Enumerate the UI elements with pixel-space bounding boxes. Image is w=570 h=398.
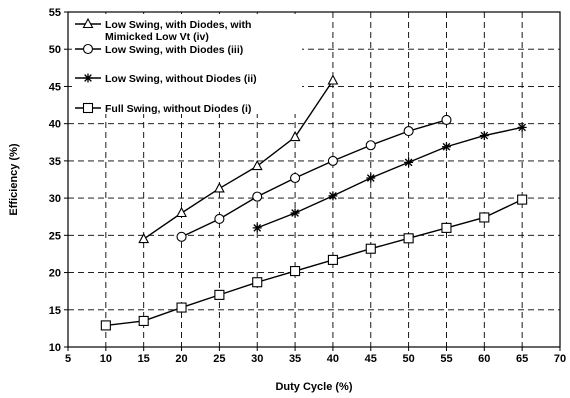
legend-marker [82,17,94,29]
series-4 [100,194,528,331]
data-point [214,289,225,300]
series-3 [252,122,527,233]
x-axis-title: Duty Cycle (%) [275,381,352,393]
data-point [100,320,111,331]
x-tick-label: 50 [402,353,414,365]
x-tick-label: 15 [138,353,150,365]
data-point [289,130,301,142]
data-point [290,208,300,218]
data-point [327,74,339,85]
data-point [517,122,527,132]
y-tick-label: 50 [49,44,61,56]
data-point [479,212,490,223]
data-point [327,155,338,166]
legend-label: Low Swing, without Diodes (ii) [105,73,257,85]
series-line [181,119,447,238]
x-tick-label: 25 [213,353,225,365]
series-line [143,80,334,240]
data-point [252,223,262,233]
data-point [441,142,451,152]
data-point [176,206,187,218]
y-tick-label: 40 [49,119,61,131]
series-line [256,126,523,229]
legend-marker [82,43,94,55]
legend-label: Low Swing, with Diodes (iii) [105,44,243,56]
data-point [479,131,489,141]
data-point [441,114,452,125]
data-point [365,140,376,151]
data-point [138,232,150,244]
y-tick-label: 55 [49,7,61,19]
data-point [290,266,301,277]
x-tick-label: 65 [516,353,528,365]
x-tick-label: 70 [554,353,566,365]
data-point [138,315,149,326]
data-point [328,191,338,201]
series-layer [100,74,528,331]
legend-background [72,14,302,114]
legend-label: Full Swing, without Diodes (i) [105,103,251,115]
y-tick-label: 25 [49,230,61,242]
data-point [176,231,187,242]
y-tick-label: 15 [49,305,61,317]
x-tick-label: 35 [289,353,301,365]
data-point [252,277,263,288]
x-tick-label: 5 [65,353,71,365]
x-tick-label: 45 [365,353,377,365]
x-tick-label: 60 [478,353,490,365]
tick-layer: 5 10 15 20 25 30 35 40 45 50 55 60 65 70 10 15 20 25 30 35 4… [49,7,566,365]
data-point [404,157,414,167]
series-line [105,198,523,327]
y-tick-label: 20 [49,268,61,280]
x-tick-label: 40 [327,353,339,365]
legend-entry: Low Swing, with Diodes (iii) [75,43,243,56]
series-2 [176,114,452,242]
data-point [252,191,263,202]
y-tick-label: 45 [49,81,61,93]
data-point [327,254,338,265]
legend-label: Low Swing, with Diodes, with [105,19,251,31]
plot-frame [67,11,561,348]
x-tick-label: 55 [440,353,452,365]
y-tick-label: 30 [49,193,61,205]
data-point [403,233,414,244]
legend-entry: Low Swing, without Diodes (ii) [75,73,257,85]
series-1 [138,74,339,244]
data-point [365,243,376,254]
data-point [403,126,414,137]
data-point [214,213,225,225]
data-point [213,182,225,193]
x-tick-label: 20 [175,353,187,365]
data-point [251,159,263,171]
data-point [441,222,452,233]
legend-entry: Full Swing, without Diodes (i) [75,102,251,115]
y-axis-title: Efficiency (%) [8,143,20,215]
y-tick-label: 35 [49,156,61,168]
x-tick-label: 30 [251,353,263,365]
x-tick-label: 10 [100,353,112,365]
legend-label: Mimicked Low Vt (iv) [105,31,209,43]
legend-marker [83,73,93,83]
legend-marker [82,102,94,114]
data-point [176,302,187,313]
y-tick-label: 10 [49,342,61,354]
data-point [366,173,376,183]
data-point [517,194,528,205]
data-point [290,172,301,184]
